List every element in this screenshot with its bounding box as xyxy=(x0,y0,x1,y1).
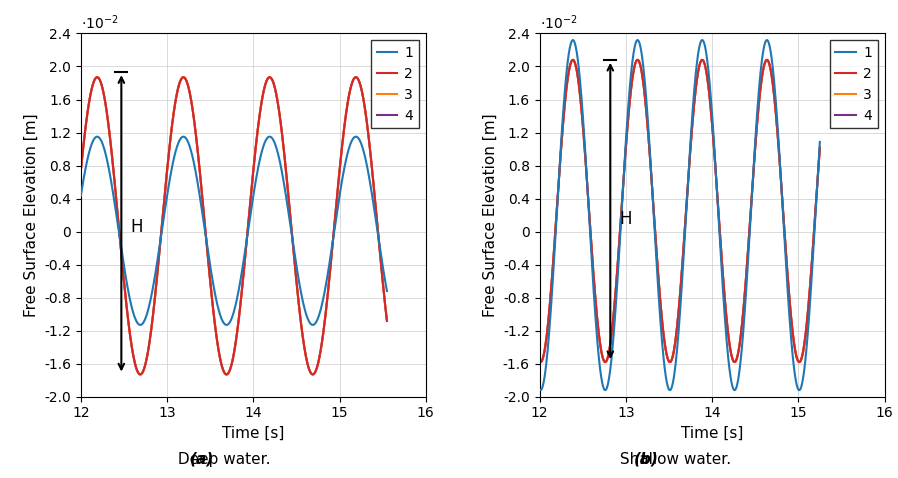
Legend: 1, 2, 3, 4: 1, 2, 3, 4 xyxy=(830,41,877,129)
X-axis label: Time [s]: Time [s] xyxy=(222,426,285,441)
Text: H: H xyxy=(130,218,143,237)
Text: (a): (a) xyxy=(189,452,215,467)
Text: (b): (b) xyxy=(634,452,659,467)
Text: $\cdot10^{-2}$: $\cdot10^{-2}$ xyxy=(81,13,119,32)
Text: $\cdot10^{-2}$: $\cdot10^{-2}$ xyxy=(540,13,577,32)
Text: Shallow water.: Shallow water. xyxy=(615,452,732,467)
Text: H: H xyxy=(620,210,632,228)
Legend: 1, 2, 3, 4: 1, 2, 3, 4 xyxy=(371,41,418,129)
Text: Deep water.: Deep water. xyxy=(173,452,270,467)
Y-axis label: Free Surface Elevation [m]: Free Surface Elevation [m] xyxy=(482,113,497,317)
Y-axis label: Free Surface Elevation [m]: Free Surface Elevation [m] xyxy=(23,113,39,317)
X-axis label: Time [s]: Time [s] xyxy=(681,426,744,441)
